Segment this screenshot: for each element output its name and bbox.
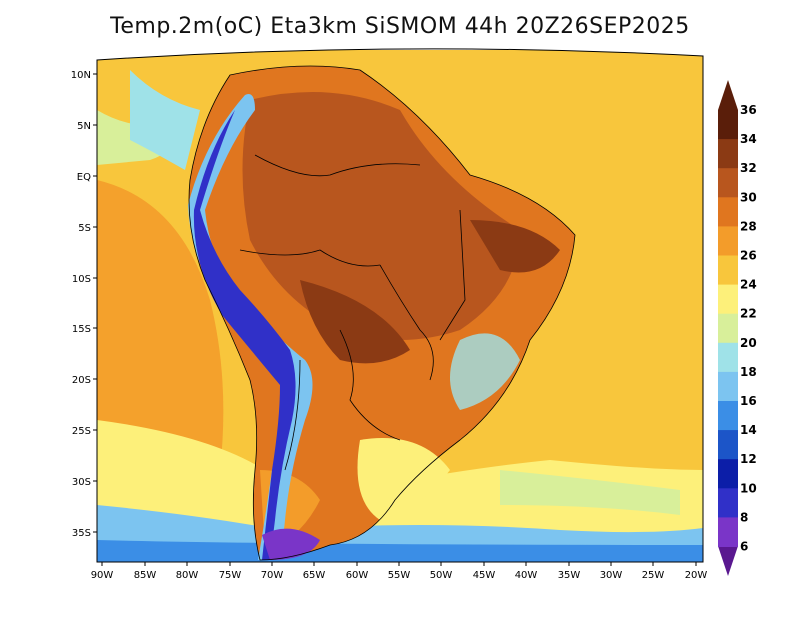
colorbar-label: 30 — [740, 190, 757, 204]
colorbar-swatch — [718, 110, 738, 140]
colorbar-label: 10 — [740, 481, 757, 495]
colorbar-label: 18 — [740, 365, 757, 379]
coastline — [188, 65, 576, 561]
colorbar-label: 6 — [740, 540, 748, 554]
temperature-field — [97, 50, 703, 562]
border-brazil-states — [439, 209, 466, 341]
lon-label: 45W — [473, 570, 496, 581]
colorbar-label: 32 — [740, 161, 757, 175]
pacific-cool-north — [130, 70, 200, 170]
colorbar-label: 24 — [740, 278, 757, 292]
lon-label: 90W — [91, 570, 114, 581]
southern-brazil-cool — [357, 438, 450, 520]
colorbar-label: 26 — [740, 249, 757, 263]
lon-label: 80W — [176, 570, 199, 581]
lat-label: 10N — [71, 70, 91, 81]
patagonia-cold — [262, 528, 320, 560]
colorbar-swatch — [718, 430, 738, 460]
colorbar-label: 34 — [740, 132, 757, 146]
colorbar-label: 20 — [740, 336, 757, 350]
colorbar-swatch — [718, 488, 738, 518]
lat-axis: 10N 5N EQ 5S 10S 15S 20S 25S 30S 35S — [71, 70, 97, 539]
atlantic-cool-band — [500, 470, 680, 515]
colorbar-swatch — [718, 284, 738, 315]
colorbar-top-arrow — [718, 80, 738, 110]
lon-label: 25W — [642, 570, 665, 581]
border-north — [254, 154, 421, 177]
colorbar-swatch — [718, 197, 738, 227]
andes-cold — [193, 110, 296, 560]
colorbar-label: 36 — [740, 103, 757, 117]
lon-label: 75W — [219, 570, 242, 581]
borders — [188, 65, 576, 561]
lat-label: 30S — [72, 477, 91, 488]
lat-label: 25S — [72, 426, 91, 437]
lat-label: 5N — [77, 121, 91, 132]
colorbar: 36 34 32 30 28 26 24 22 20 18 16 14 12 10 8 6 — [718, 80, 757, 576]
colorbar-swatch — [718, 371, 738, 402]
colorbar-swatch — [718, 255, 738, 286]
colorbar-label: 28 — [740, 219, 757, 233]
lat-label: 35S — [72, 528, 91, 539]
colorbar-swatch — [718, 168, 738, 198]
colorbar-label: 14 — [740, 423, 757, 437]
lat-label: EQ — [77, 172, 91, 183]
lon-label: 50W — [430, 570, 453, 581]
colorbar-label: 12 — [740, 452, 757, 466]
colorbar-label: 22 — [740, 307, 757, 321]
hot-interior — [242, 92, 520, 340]
map-frame — [96, 48, 704, 563]
colorbar-swatch — [718, 139, 738, 169]
southeast-highlands — [450, 333, 520, 410]
lat-label: 5S — [78, 223, 91, 234]
colorbar-label: 16 — [740, 394, 757, 408]
lon-label: 65W — [303, 570, 326, 581]
colorbar-swatch — [718, 226, 738, 256]
colorbar-swatch — [718, 342, 738, 373]
lat-label: 20S — [72, 375, 91, 386]
lon-label: 20W — [685, 570, 708, 581]
lon-axis: 90W 85W 80W 75W 70W 65W 60W 55W 50W 45W … — [91, 562, 708, 581]
lon-label: 30W — [600, 570, 623, 581]
northeast-hot — [470, 220, 560, 273]
border-peru-brazil — [239, 249, 381, 267]
colorbar-swatch — [718, 459, 738, 489]
lon-label: 85W — [134, 570, 157, 581]
lat-label: 15S — [72, 324, 91, 335]
lat-label: 10S — [72, 274, 91, 285]
colorbar-swatch — [718, 517, 738, 547]
lon-label: 60W — [346, 570, 369, 581]
colorbar-bottom-arrow — [718, 546, 738, 576]
map-title: Temp.2m(oC) Eta3km SiSMOM 44h 20Z26SEP20… — [110, 14, 690, 39]
colorbar-swatch — [718, 313, 738, 344]
hottest-core — [300, 280, 410, 364]
border-brazil-bolivia — [379, 264, 434, 381]
colorbar-label: 8 — [740, 510, 748, 524]
colorbar-swatch — [718, 401, 738, 431]
lon-label: 70W — [261, 570, 284, 581]
border-paraguay — [339, 329, 401, 441]
lon-label: 40W — [515, 570, 538, 581]
pacific-warm-ocean — [97, 180, 224, 470]
lon-label: 55W — [388, 570, 411, 581]
south-coldest-ocean — [97, 540, 703, 562]
border-chile-argentina — [284, 359, 301, 471]
lon-label: 35W — [558, 570, 581, 581]
